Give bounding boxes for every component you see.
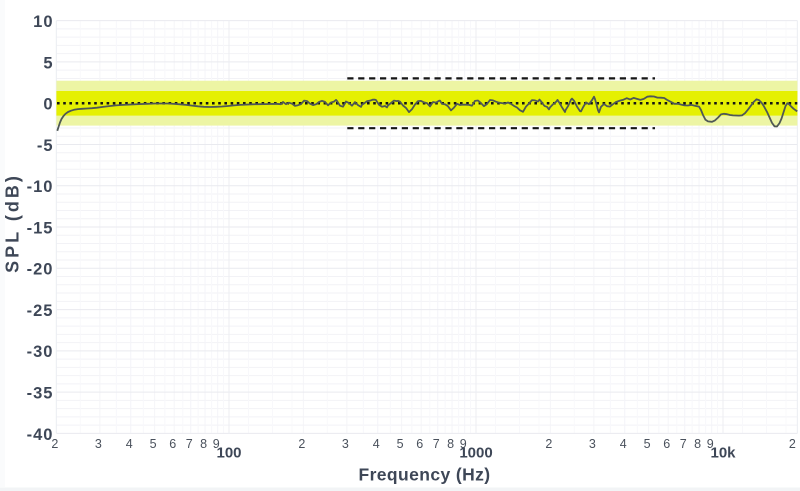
- svg-text:6: 6: [169, 437, 176, 451]
- svg-text:3: 3: [95, 437, 102, 451]
- svg-text:10k: 10k: [710, 445, 736, 462]
- svg-text:2: 2: [298, 437, 305, 451]
- svg-text:9: 9: [213, 437, 220, 451]
- svg-text:1000: 1000: [459, 445, 492, 462]
- svg-text:Frequency (Hz): Frequency (Hz): [358, 465, 490, 485]
- svg-text:-5: -5: [37, 137, 54, 155]
- svg-text:8: 8: [200, 437, 207, 451]
- svg-text:5: 5: [644, 437, 651, 451]
- svg-text:4: 4: [373, 437, 380, 451]
- svg-text:8: 8: [447, 437, 454, 451]
- svg-text:7: 7: [433, 437, 440, 451]
- svg-text:6: 6: [416, 437, 423, 451]
- svg-text:7: 7: [186, 437, 193, 451]
- svg-text:100: 100: [216, 445, 241, 462]
- svg-text:-15: -15: [27, 219, 54, 237]
- svg-text:10: 10: [33, 13, 53, 31]
- svg-text:3: 3: [589, 437, 596, 451]
- svg-text:5: 5: [397, 437, 404, 451]
- svg-text:-40: -40: [27, 426, 54, 444]
- svg-text:-30: -30: [27, 343, 54, 361]
- svg-text:SPL (dB): SPL (dB): [3, 173, 23, 273]
- svg-text:-10: -10: [27, 178, 54, 196]
- svg-text:9: 9: [707, 437, 714, 451]
- svg-text:2: 2: [789, 437, 796, 451]
- svg-text:7: 7: [680, 437, 687, 451]
- svg-text:-25: -25: [27, 302, 54, 320]
- svg-text:0: 0: [43, 96, 53, 114]
- svg-text:-20: -20: [27, 261, 54, 279]
- svg-text:9: 9: [460, 437, 467, 451]
- svg-text:5: 5: [43, 54, 53, 72]
- svg-text:5: 5: [150, 437, 157, 451]
- svg-text:8: 8: [694, 437, 701, 451]
- svg-text:4: 4: [620, 437, 627, 451]
- svg-text:2: 2: [51, 437, 58, 451]
- svg-text:3: 3: [342, 437, 349, 451]
- svg-text:-35: -35: [27, 385, 54, 403]
- svg-text:6: 6: [663, 437, 670, 451]
- svg-text:4: 4: [126, 437, 133, 451]
- svg-text:2: 2: [545, 437, 552, 451]
